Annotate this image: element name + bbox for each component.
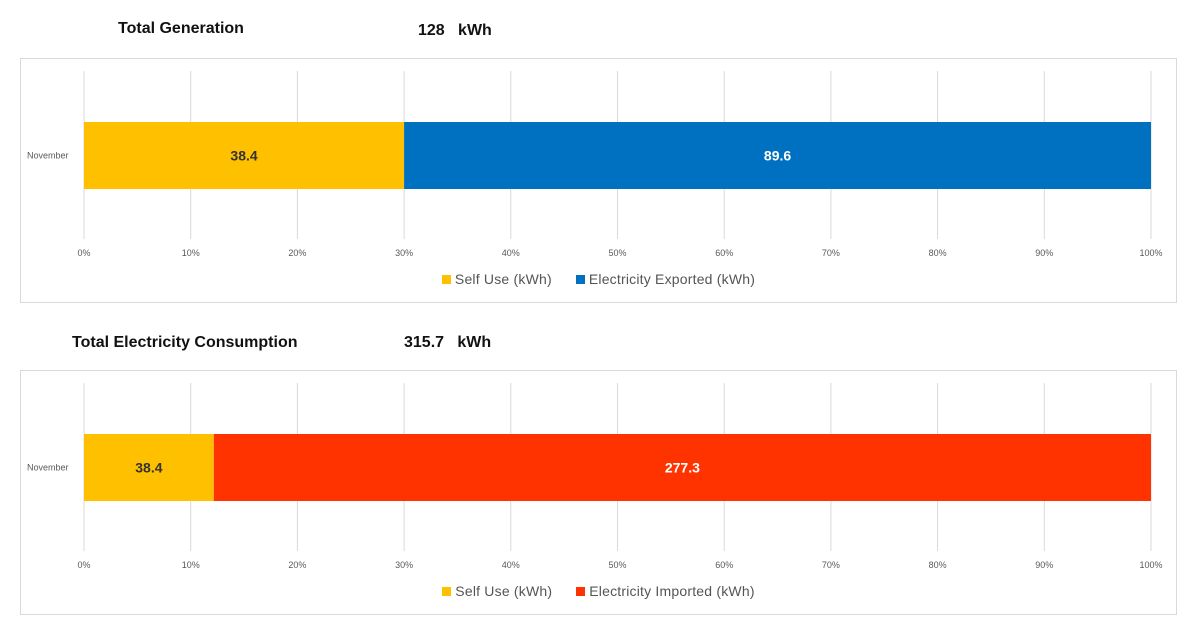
bar-segment	[404, 122, 1152, 189]
x-tick-label: 100%	[1139, 248, 1162, 258]
category-label: November	[27, 463, 69, 473]
x-tick-label: 30%	[395, 560, 413, 570]
legend-item: Electricity Imported (kWh)	[576, 583, 754, 599]
x-tick-label: 80%	[929, 248, 947, 258]
legend-label: Self Use (kWh)	[455, 583, 553, 599]
x-tick-label: 0%	[77, 248, 90, 258]
generation-title: Total Generation	[118, 20, 244, 37]
legend-label: Electricity Exported (kWh)	[588, 271, 756, 287]
bar-segment	[84, 122, 405, 189]
data-label: 277.3	[665, 460, 700, 476]
generation-legend: Self Use (kWh) Electricity Exported (kWh)	[21, 271, 1176, 287]
legend-swatch	[441, 275, 451, 284]
legend-item: Electricity Exported (kWh)	[575, 271, 756, 287]
generation-chart-panel: 0% 10% 20% 30% 40% 50% 60% 70% 80% 90% 100% Novembe…	[20, 58, 1177, 303]
consumption-legend: Self Use (kWh) Electricity Imported (kWh)	[21, 583, 1176, 599]
generation-chart: 0% 10% 20% 30% 40% 50% 60% 70% 80% 90% 100% Novembe…	[27, 71, 1163, 258]
data-label: 38.4	[135, 460, 162, 476]
consumption-total-value: 315.7	[404, 334, 445, 351]
x-tick-label: 20%	[288, 560, 306, 570]
x-tick-label: 40%	[502, 560, 520, 570]
x-tick-label: 30%	[395, 248, 413, 258]
x-tick-label: 70%	[822, 248, 840, 258]
bar-segment	[84, 434, 214, 501]
x-tick-label: 80%	[929, 560, 947, 570]
generation-total-value: 128	[418, 22, 445, 39]
legend-swatch	[575, 275, 585, 284]
legend-swatch	[442, 587, 452, 596]
x-tick-label: 20%	[288, 248, 306, 258]
data-label: 89.6	[764, 148, 791, 164]
consumption-chart-panel: 0% 10% 20% 30% 40% 50% 60% 70% 80% 90% 100% Novembe…	[20, 370, 1177, 615]
generation-total-unit: kWh	[458, 22, 492, 39]
x-tick-label: 50%	[608, 560, 626, 570]
x-tick-label: 90%	[1035, 248, 1053, 258]
legend-label: Self Use (kWh)	[454, 271, 552, 287]
legend-label: Electricity Imported (kWh)	[589, 583, 755, 599]
consumption-total: 315.7 kWh	[404, 334, 491, 352]
consumption-title: Total Electricity Consumption	[72, 334, 298, 351]
x-tick-label: 0%	[77, 560, 90, 570]
x-tick-label: 50%	[608, 248, 626, 258]
legend-swatch	[576, 587, 586, 596]
legend-item: Self Use (kWh)	[441, 271, 552, 287]
bar-segment	[213, 434, 1152, 501]
x-tick-label: 70%	[822, 560, 840, 570]
consumption-total-unit: kWh	[457, 334, 492, 351]
x-tick-label: 100%	[1139, 560, 1162, 570]
x-tick-label: 10%	[182, 248, 200, 258]
data-label: 38.4	[230, 148, 257, 164]
generation-total: 128 kWh	[418, 22, 492, 40]
legend-item: Self Use (kWh)	[442, 583, 552, 599]
consumption-chart: 0% 10% 20% 30% 40% 50% 60% 70% 80% 90% 100% Novembe…	[27, 383, 1163, 570]
x-tick-label: 90%	[1035, 560, 1053, 570]
x-tick-label: 40%	[502, 248, 520, 258]
x-tick-label: 10%	[182, 560, 200, 570]
x-tick-label: 60%	[715, 560, 733, 570]
x-tick-label: 60%	[715, 248, 733, 258]
category-label: November	[27, 151, 69, 161]
